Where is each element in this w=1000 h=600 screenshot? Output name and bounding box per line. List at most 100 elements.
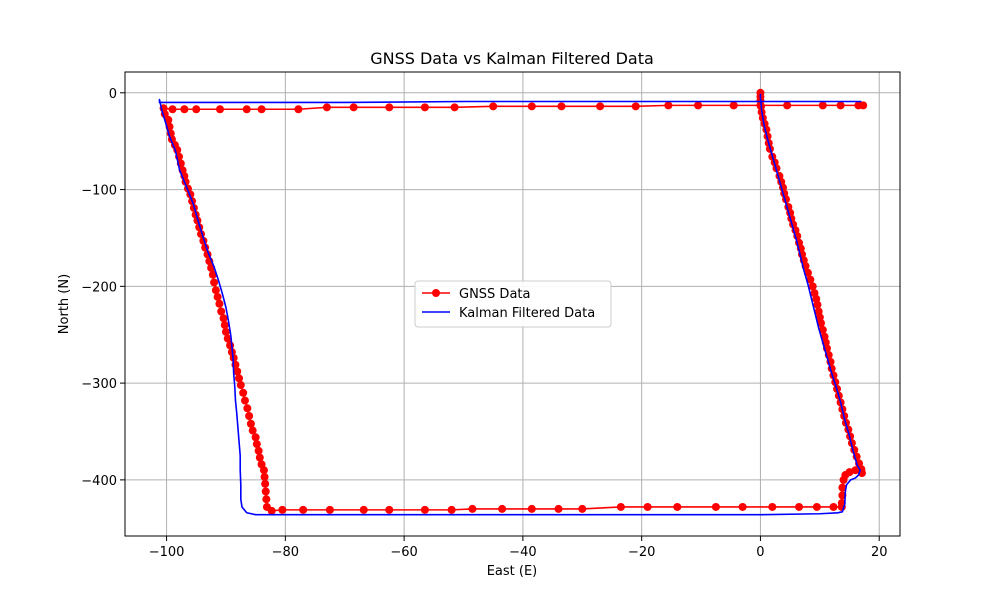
gnss-data-point: [349, 103, 358, 112]
gnss-data-point: [385, 103, 394, 112]
gnss-data-point: [262, 502, 271, 511]
gnss-data-point: [239, 388, 248, 397]
gnss-data-point: [213, 292, 222, 301]
gnss-data-point: [795, 502, 804, 511]
y-tick-label: −400: [81, 474, 117, 489]
x-tick-label: −60: [390, 545, 417, 560]
gnss-data-point: [246, 419, 255, 428]
gnss-data-point: [711, 502, 720, 511]
gnss-data-point: [245, 412, 254, 421]
gnss-data-point: [215, 299, 224, 308]
gnss-data-point: [359, 505, 368, 514]
gnss-data-point: [226, 341, 235, 350]
gnss-data-point: [812, 502, 821, 511]
gnss-data-point: [257, 460, 266, 469]
gnss-data-point: [468, 504, 477, 513]
gnss-data-point: [806, 275, 815, 284]
gnss-data-point: [817, 319, 826, 328]
gnss-data-point: [836, 101, 845, 110]
gnss-data-point: [616, 502, 625, 511]
gnss-data-point: [180, 105, 189, 114]
x-tick-label: −40: [509, 545, 536, 560]
gnss-data-point: [596, 102, 605, 111]
gnss-data-point: [447, 505, 456, 514]
gnss-data-point: [829, 502, 838, 511]
gnss-data-point: [557, 102, 566, 111]
axis-ticks: −100 −80 −60 −40 −20 0 200−100−200−300−400: [81, 87, 887, 560]
gnss-data-point: [325, 505, 334, 514]
gnss-data-point: [839, 475, 848, 484]
gnss-data-point: [729, 101, 738, 110]
gnss-data-point: [643, 502, 652, 511]
gnss-data-point: [527, 504, 536, 513]
gnss-data-point: [738, 502, 747, 511]
gnss-data-point: [251, 433, 260, 442]
gnss-data-point: [527, 102, 536, 111]
gnss-data-point: [211, 286, 220, 295]
x-tick-label: −80: [272, 545, 299, 560]
gnss-data-point: [489, 102, 498, 111]
gnss-data-point: [220, 321, 229, 330]
legend-box: [414, 280, 612, 328]
series-layer: [158, 88, 868, 516]
gnss-data-point: [385, 505, 394, 514]
gnss-data-point: [254, 446, 263, 455]
plot-area-frame: [124, 71, 901, 537]
gnss-data-point: [240, 396, 249, 405]
gnss-data-point: [217, 307, 226, 316]
legend-gnss-label: GNSS Data: [459, 287, 530, 302]
gnss-data-point: [216, 105, 225, 114]
gnss-data-point: [783, 101, 792, 110]
y-tick-label: 0: [109, 87, 117, 102]
gnss-data-point: [631, 102, 640, 111]
gnss-data-point: [236, 381, 245, 390]
y-tick-label: −200: [81, 280, 117, 295]
gnss-data-point: [242, 105, 251, 114]
gnss-data-point: [221, 327, 230, 336]
gnss-data-point: [219, 314, 228, 323]
y-axis-label: North (N): [57, 274, 72, 334]
gnss-data-point: [813, 300, 822, 309]
gnss-data-point: [838, 483, 847, 492]
gnss-data-point: [260, 472, 269, 481]
gnss-data-point: [322, 103, 331, 112]
gnss-data-point: [243, 404, 252, 413]
gnss-data-point: [255, 453, 264, 462]
gnss-data-point: [261, 487, 270, 496]
x-tick-label: −100: [149, 545, 185, 560]
legend-gnss-marker: [432, 289, 440, 297]
gnss-data-point: [420, 103, 429, 112]
gnss-data-point: [261, 479, 270, 488]
gnss-data-point: [168, 105, 177, 114]
gnss-data-point: [818, 325, 827, 334]
gnss-data-point: [248, 426, 257, 435]
kalman-series-line: [158, 93, 862, 516]
gnss-data-point: [578, 504, 587, 513]
gnss-data-point: [768, 502, 777, 511]
x-tick-label: 0: [756, 545, 764, 560]
gnss-data-point: [498, 504, 507, 513]
gnss-data-point: [818, 101, 827, 110]
gnss-data-point: [208, 270, 217, 279]
gnss-data-point: [223, 334, 232, 343]
gnss-data-point: [210, 278, 219, 287]
x-axis-label: East (E): [487, 564, 538, 579]
gnss-data-point: [262, 495, 271, 504]
gnss-data-point: [278, 505, 287, 514]
gnss-data-point: [164, 115, 173, 124]
gnss-data-point: [694, 101, 703, 110]
y-tick-label: −300: [81, 377, 117, 392]
x-tick-label: 20: [871, 545, 888, 560]
gnss-data-point: [252, 440, 261, 449]
gnss-data-point: [420, 505, 429, 514]
gnss-data-point: [233, 367, 242, 376]
gnss-data-point: [294, 105, 303, 114]
gnss-data-point: [673, 502, 682, 511]
legend: GNSS Data Kalman Filtered Data: [414, 280, 612, 328]
gnss-data-point: [192, 105, 201, 114]
legend-kalman-label: Kalman Filtered Data: [459, 306, 595, 321]
gnss-data-point: [299, 505, 308, 514]
gnss-data-point: [859, 101, 868, 110]
gnss-data-point: [235, 374, 244, 383]
